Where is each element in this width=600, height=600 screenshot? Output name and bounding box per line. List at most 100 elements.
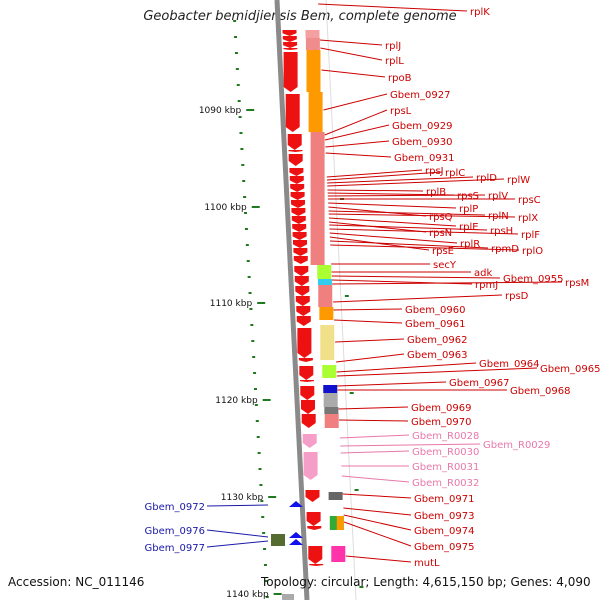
tick-mark bbox=[268, 496, 277, 498]
gene-label[interactable]: rplX bbox=[518, 213, 538, 224]
gene-label[interactable]: Gbem_0961 bbox=[405, 319, 465, 330]
gene-label[interactable]: rpsQ bbox=[429, 212, 453, 223]
gene-label[interactable]: rpsJ bbox=[425, 166, 444, 177]
minus-arrow bbox=[289, 532, 303, 538]
gene-label[interactable]: rplO bbox=[522, 246, 543, 257]
gene-label[interactable]: Gbem_0968 bbox=[510, 386, 570, 397]
leader-line bbox=[328, 217, 457, 227]
gene-label[interactable]: rplL bbox=[385, 56, 404, 67]
leader-line bbox=[328, 213, 516, 218]
leader-line bbox=[324, 109, 388, 136]
cog-block bbox=[305, 30, 320, 38]
ring-dot bbox=[240, 148, 244, 150]
gene-label[interactable]: Gbem_0967 bbox=[449, 378, 509, 389]
gene-label[interactable]: Gbem_0963 bbox=[407, 350, 467, 361]
gene-arrow bbox=[296, 306, 311, 316]
gene-label[interactable]: Gbem_0927 bbox=[390, 90, 450, 101]
leader-line bbox=[342, 493, 412, 499]
tick-mark bbox=[257, 302, 266, 304]
gene-label[interactable]: rplR bbox=[460, 239, 480, 250]
gene-arrow bbox=[288, 150, 303, 152]
gene-arrow bbox=[291, 200, 305, 208]
gene-label[interactable]: Gbem_0964 bbox=[479, 359, 539, 370]
gene-label[interactable]: rplB bbox=[426, 187, 446, 198]
gene-label[interactable]: rpsM bbox=[565, 278, 589, 289]
gene-label[interactable]: rpsL bbox=[390, 106, 412, 117]
gene-label[interactable]: rpsE bbox=[432, 246, 454, 257]
ring-dot bbox=[263, 548, 267, 550]
ring-dot bbox=[260, 500, 264, 502]
gene-label[interactable]: Gbem_R0031 bbox=[412, 462, 479, 473]
gene-label[interactable]: rplV bbox=[488, 191, 508, 202]
cog-track bbox=[305, 30, 346, 562]
gene-label[interactable]: Gbem_0930 bbox=[392, 137, 452, 148]
leader-line bbox=[340, 443, 481, 447]
gene-label[interactable]: Gbem_0962 bbox=[407, 335, 467, 346]
gene-label[interactable]: secY bbox=[433, 260, 457, 271]
gene-label[interactable]: rplK bbox=[470, 7, 490, 18]
leader-line bbox=[323, 93, 388, 111]
leader-line bbox=[338, 419, 409, 422]
gene-label[interactable]: rpsD bbox=[505, 291, 529, 302]
gene-label[interactable]: rpmD bbox=[491, 244, 519, 255]
gene-label[interactable]: rplD bbox=[476, 173, 497, 184]
gene-label[interactable]: Gbem_R0032 bbox=[412, 478, 479, 489]
gene-arrow bbox=[294, 276, 309, 286]
gene-label[interactable]: rplF bbox=[521, 230, 540, 241]
gene-label[interactable]: Gbem_0974 bbox=[414, 526, 474, 537]
gene-arrow bbox=[293, 240, 307, 248]
ring-dot bbox=[236, 84, 240, 86]
gene-label[interactable]: Gbem_R0029 bbox=[483, 440, 550, 451]
gene-label[interactable]: Gbem_0960 bbox=[405, 305, 465, 316]
ring-dot bbox=[256, 436, 260, 438]
gene-labels[interactable]: rplK rplJ rplL rpoB Gbem_0927 rpsL Gbem_0929 Gb… bbox=[145, 7, 600, 569]
gene-label[interactable]: Gbem_0929 bbox=[392, 121, 452, 132]
gene-label[interactable]: Gbem_0970 bbox=[411, 417, 471, 428]
gene-arrow bbox=[282, 36, 297, 42]
gene-arrow bbox=[296, 316, 311, 326]
backbone-edge bbox=[325, 0, 357, 600]
cog-block bbox=[336, 516, 344, 530]
gene-label[interactable]: Gbem_0931 bbox=[394, 153, 454, 164]
gene-label[interactable]: rpsS bbox=[457, 191, 479, 202]
gene-arrow bbox=[300, 386, 315, 400]
gene-label[interactable]: Gbem_0972 bbox=[145, 502, 205, 513]
gene-label[interactable]: Gbem_0976 bbox=[145, 526, 205, 537]
gene-label[interactable]: adk bbox=[474, 268, 492, 279]
gene-label[interactable]: rpsN bbox=[429, 228, 452, 239]
gene-label[interactable]: rplE bbox=[459, 222, 479, 233]
gene-label[interactable]: rplW bbox=[507, 175, 530, 186]
gene-label[interactable]: rpsC bbox=[518, 195, 541, 206]
gene-label[interactable]: rplP bbox=[459, 204, 478, 215]
genome-summary-text: Topology: circular; Length: 4,615,150 bp… bbox=[261, 575, 591, 589]
cog-block bbox=[323, 393, 338, 407]
gene-label[interactable]: rplJ bbox=[385, 41, 401, 52]
ring-dot bbox=[237, 100, 241, 102]
leader-line bbox=[337, 381, 447, 387]
gene-arrow bbox=[295, 286, 310, 296]
gene-label[interactable]: Gbem_R0030 bbox=[412, 447, 479, 458]
gene-label[interactable]: Gbem_0977 bbox=[145, 543, 205, 554]
gene-label[interactable]: rplC bbox=[445, 168, 465, 179]
leader-line bbox=[343, 514, 412, 531]
gene-arrow bbox=[291, 208, 306, 216]
gene-label[interactable]: Gbem_0969 bbox=[411, 403, 471, 414]
gene-label[interactable]: Gbem_0975 bbox=[414, 542, 474, 553]
gene-label[interactable]: Gbem_0971 bbox=[414, 494, 474, 505]
gene-label[interactable]: rpsH bbox=[490, 226, 513, 237]
gene-label[interactable]: mutL bbox=[414, 558, 440, 569]
gene-arrow bbox=[299, 366, 314, 380]
leader-line bbox=[328, 206, 427, 217]
gene-label[interactable]: Gbem_R0028 bbox=[412, 431, 479, 442]
gene-label[interactable]: Gbem_0955 bbox=[503, 274, 563, 285]
gene-arrow bbox=[285, 94, 300, 132]
gene-label[interactable]: Gbem_0965 bbox=[540, 364, 600, 375]
gene-label[interactable]: rpmJ bbox=[475, 280, 498, 291]
leader-line bbox=[331, 275, 501, 279]
gene-label[interactable]: rplN bbox=[488, 211, 509, 222]
cog-block bbox=[324, 407, 339, 414]
cog-block bbox=[317, 265, 332, 279]
gene-arrow bbox=[293, 256, 308, 264]
gene-label[interactable]: rpoB bbox=[388, 73, 412, 84]
gene-label[interactable]: Gbem_0973 bbox=[414, 511, 474, 522]
